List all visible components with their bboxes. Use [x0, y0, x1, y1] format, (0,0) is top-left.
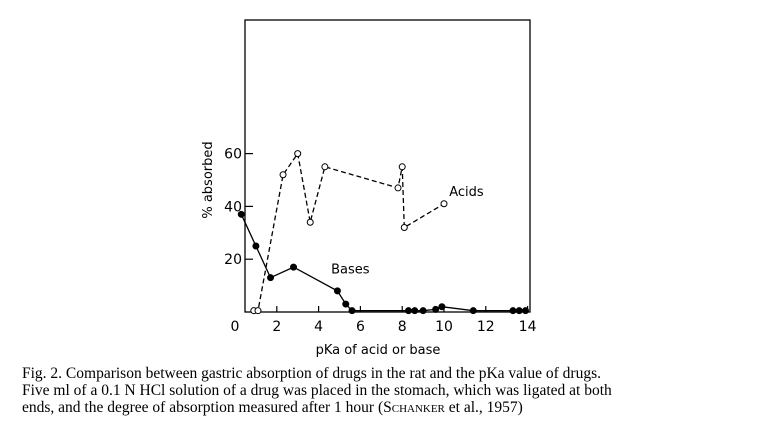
- data-point-acids: [294, 150, 302, 158]
- data-point-bases: [411, 307, 419, 315]
- caption-line-3-start: ends, and the degree of absorption measu…: [22, 399, 384, 416]
- data-point-acids: [398, 163, 406, 171]
- data-point-acids: [321, 163, 329, 171]
- x-tick-label: 8: [398, 319, 407, 335]
- caption-line-3-end: et al., 1957): [444, 399, 523, 416]
- series-layer: [237, 150, 530, 315]
- data-point-bases: [432, 305, 440, 313]
- data-point-bases: [509, 307, 517, 315]
- figure-caption: Fig. 2. Comparison between gastric absor…: [22, 365, 747, 416]
- y-tick-label: 60: [224, 147, 242, 163]
- x-tick-label: 2: [272, 319, 281, 335]
- plot-frame: [244, 19, 531, 313]
- series-labels: Acids Bases: [331, 185, 484, 278]
- x-tick-label: 6: [356, 319, 365, 335]
- data-point-bases: [348, 307, 356, 315]
- y-axis-label: % absorbed: [201, 141, 216, 218]
- data-point-bases: [404, 307, 412, 315]
- caption-line-2: Five ml of a 0.1 N HCl solution of a dru…: [22, 382, 612, 399]
- data-point-bases: [469, 307, 477, 315]
- series-line-bases: [240, 214, 526, 312]
- x-axis-label: pKa of acid or base: [316, 343, 441, 358]
- data-point-bases: [438, 303, 446, 311]
- chart: 0 2 4 6 8 10 12 14 20 40 60 Acids Bases pKa of aci…: [201, 19, 537, 358]
- data-point-bases: [267, 274, 275, 282]
- data-point-acids: [306, 218, 314, 226]
- data-point-bases: [252, 242, 260, 250]
- data-point-bases: [237, 210, 245, 218]
- x-tick-label: 0: [231, 319, 240, 335]
- y-axis-ticks: 20 40 60: [224, 147, 253, 268]
- x-tick-label: 10: [435, 319, 453, 335]
- x-tick-label: 12: [477, 319, 495, 335]
- data-point-bases: [342, 300, 350, 308]
- data-point-bases: [515, 307, 523, 315]
- data-point-bases: [290, 263, 298, 271]
- caption-line-1: Fig. 2. Comparison between gastric absor…: [22, 365, 601, 382]
- data-point-acids: [400, 224, 408, 232]
- data-point-bases: [333, 287, 341, 295]
- data-point-acids: [254, 307, 262, 315]
- series-label-acids: Acids: [449, 185, 484, 200]
- x-tick-label: 14: [519, 319, 537, 335]
- caption-author: Schanker: [383, 399, 445, 416]
- data-point-bases: [419, 307, 427, 315]
- y-tick-label: 40: [224, 199, 242, 215]
- data-point-acids: [279, 171, 287, 179]
- x-tick-label: 4: [314, 319, 323, 335]
- caption-line-3: ends, and the degree of absorption measu…: [22, 399, 747, 416]
- series-line-acids: [253, 151, 445, 312]
- data-point-acids: [394, 184, 402, 192]
- data-point-bases: [522, 307, 530, 315]
- data-point-acids: [440, 200, 448, 208]
- series-label-bases: Bases: [331, 263, 370, 278]
- y-tick-label: 20: [224, 252, 242, 268]
